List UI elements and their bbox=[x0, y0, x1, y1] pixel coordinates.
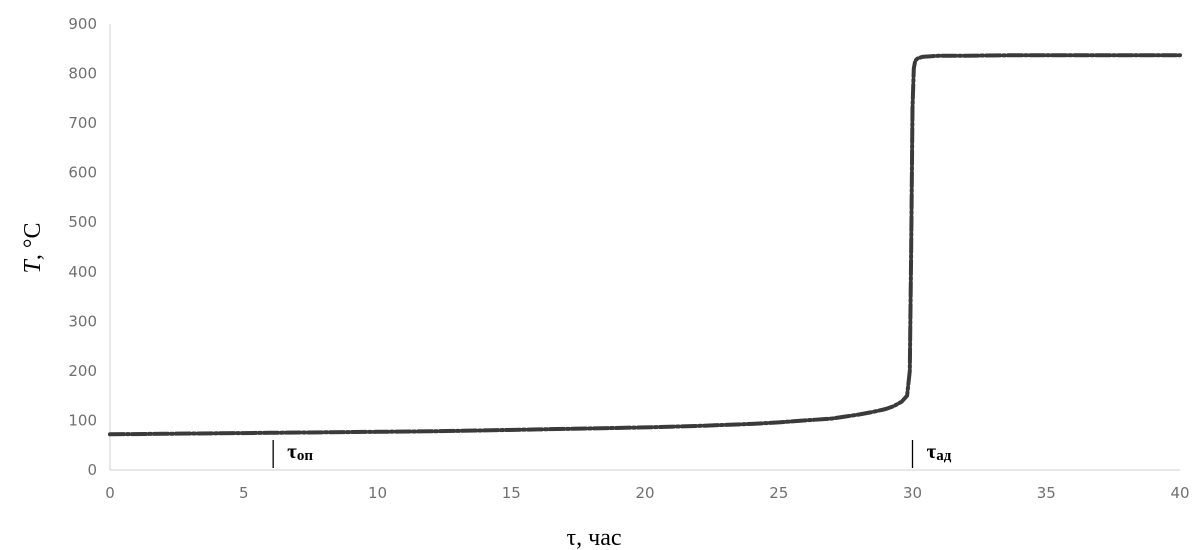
temperature-series-line bbox=[108, 53, 1182, 437]
annotation-symbol: τ bbox=[287, 439, 297, 463]
series-point bbox=[269, 432, 272, 434]
series-point bbox=[697, 425, 700, 427]
annotation-label: τоп bbox=[287, 439, 313, 464]
annotation-symbol: τ bbox=[927, 439, 937, 463]
y-tick-label: 0 bbox=[87, 461, 97, 479]
x-tick-label: 0 bbox=[105, 484, 115, 502]
x-tick-label: 25 bbox=[769, 484, 788, 502]
series-point bbox=[938, 54, 941, 57]
series-point bbox=[1125, 54, 1128, 57]
y-tick-label: 100 bbox=[68, 411, 97, 429]
x-tick-labels: 0 5 10 15 20 25 30 35 40 bbox=[105, 484, 1189, 502]
series-point bbox=[917, 57, 919, 59]
series-point bbox=[892, 405, 895, 407]
series-point bbox=[965, 54, 967, 57]
series-point bbox=[909, 370, 911, 372]
series-point bbox=[1018, 54, 1021, 57]
series-point bbox=[216, 432, 218, 435]
y-axis-title-symbol: T bbox=[20, 258, 46, 273]
y-tick-label: 700 bbox=[68, 114, 97, 132]
x-tick-label: 35 bbox=[1037, 484, 1056, 502]
x-tick-label: 5 bbox=[239, 484, 249, 502]
series-point bbox=[376, 431, 379, 433]
annotation-subscript: ад bbox=[936, 448, 952, 464]
x-axis-title: τ, час bbox=[566, 525, 621, 550]
series-point bbox=[831, 417, 834, 420]
annotations: τоп τад bbox=[272, 439, 952, 468]
series-point bbox=[901, 400, 903, 403]
y-tick-label: 900 bbox=[68, 15, 97, 33]
series-point bbox=[162, 433, 165, 435]
y-tick-label: 500 bbox=[68, 213, 97, 231]
series-point bbox=[911, 107, 914, 110]
x-tick-label: 20 bbox=[635, 484, 654, 502]
y-axis-title-unit: , °C bbox=[20, 223, 46, 261]
series-point bbox=[483, 429, 486, 432]
series-point bbox=[906, 394, 908, 397]
series-point bbox=[323, 431, 325, 434]
series-point bbox=[751, 423, 753, 425]
series-point bbox=[871, 411, 874, 413]
series-point bbox=[910, 246, 912, 248]
x-tick-label: 30 bbox=[903, 484, 922, 502]
y-tick-label: 300 bbox=[68, 312, 97, 330]
series-point bbox=[922, 55, 924, 58]
y-tick-label: 400 bbox=[68, 263, 97, 281]
y-tick-label: 200 bbox=[68, 362, 97, 380]
series-point bbox=[1179, 54, 1181, 57]
series-point bbox=[844, 415, 847, 418]
y-tick-label: 800 bbox=[68, 65, 97, 83]
series-point bbox=[913, 67, 915, 70]
annotation-label: τад bbox=[927, 439, 952, 464]
series-point bbox=[914, 59, 916, 62]
annotation-subscript: оп bbox=[297, 448, 314, 464]
series-point bbox=[777, 421, 780, 424]
x-tick-label: 10 bbox=[368, 484, 387, 502]
series-point bbox=[804, 419, 807, 422]
series-point bbox=[430, 430, 432, 433]
series-point bbox=[590, 427, 593, 430]
series-point bbox=[858, 413, 860, 416]
series-point bbox=[930, 55, 933, 58]
series-point bbox=[537, 428, 539, 431]
y-tick-labels: 0 100 200 300 400 500 600 700 800 900 bbox=[68, 15, 97, 479]
series-points bbox=[109, 54, 1181, 436]
series-point bbox=[644, 426, 646, 429]
series-point bbox=[109, 433, 111, 436]
x-tick-label: 15 bbox=[502, 484, 521, 502]
y-axis-title: T, °C bbox=[20, 223, 46, 274]
series-point bbox=[1072, 54, 1074, 57]
x-tick-label: 40 bbox=[1170, 484, 1189, 502]
y-tick-label: 600 bbox=[68, 164, 97, 182]
series-point bbox=[884, 408, 887, 410]
